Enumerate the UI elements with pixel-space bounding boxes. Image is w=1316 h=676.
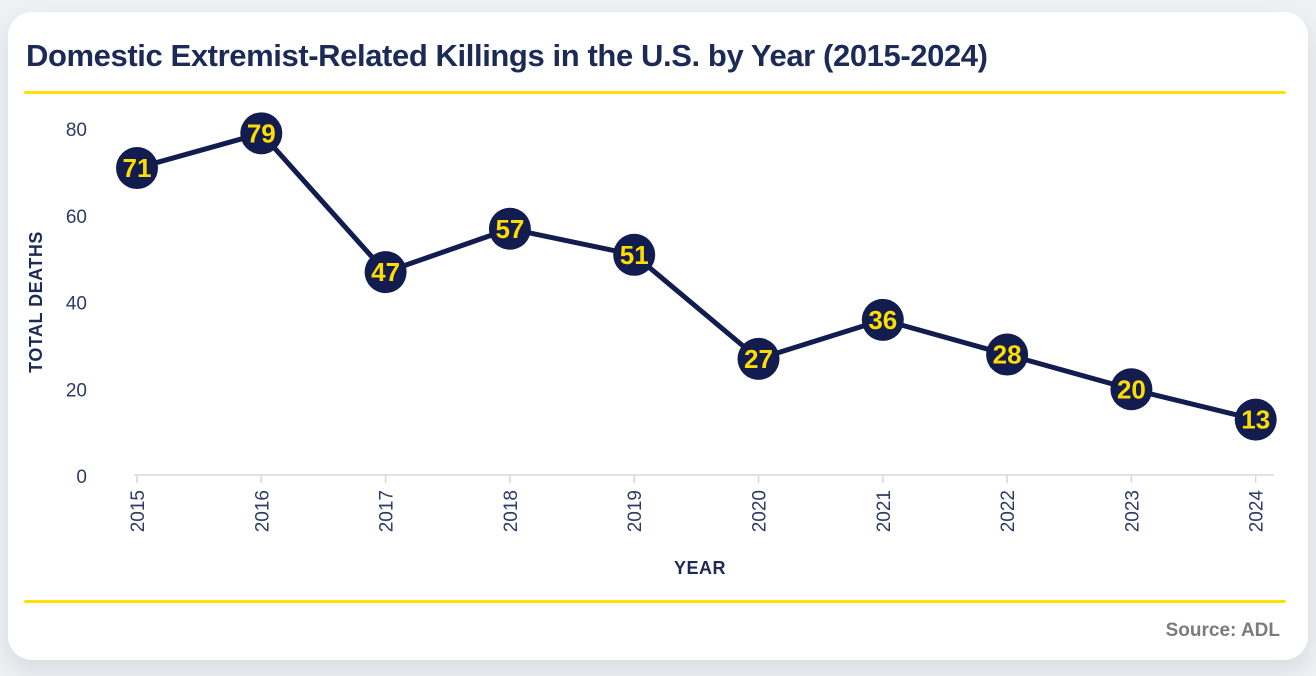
data-point-marker (861, 298, 904, 341)
y-axis-title: TOTAL DEATHS (26, 231, 46, 373)
data-point-label: 47 (371, 257, 400, 287)
data-point-marker (1234, 398, 1277, 441)
x-tick-label: 2024 (1247, 490, 1268, 533)
x-tick-label: 2016 (252, 490, 273, 532)
data-point-label: 57 (495, 214, 524, 244)
chart-card: Domestic Extremist-Related Killings in t… (8, 12, 1308, 660)
data-point-marker (116, 147, 158, 190)
y-tick-label: 80 (66, 120, 87, 141)
data-point-label: 51 (620, 240, 649, 270)
top-accent-rule (24, 91, 1286, 94)
data-point-label: 79 (247, 118, 276, 148)
data-point-marker (364, 251, 407, 294)
x-axis-title: YEAR (674, 558, 726, 578)
x-tick-label: 2018 (501, 490, 522, 532)
x-tick-label: 2017 (377, 490, 398, 532)
data-point-label: 20 (1117, 374, 1146, 404)
line-chart: 2015 2016 2017 2018 2019 2020 2021 2022 2023 2024… (8, 96, 1308, 596)
data-point-marker (986, 333, 1029, 376)
x-tick-label: 2021 (874, 490, 895, 532)
data-point-label: 36 (868, 305, 897, 335)
series-line (134, 130, 1259, 423)
y-tick-label: 60 (66, 207, 87, 228)
chart-title: Domestic Extremist-Related Killings in t… (26, 38, 988, 73)
data-point-marker (240, 112, 283, 155)
chart-svg: 2015 2016 2017 2018 2019 2020 2021 2022 2023 2024… (26, 112, 1277, 578)
data-point-marker (1110, 368, 1153, 411)
data-point-label: 13 (1241, 405, 1270, 435)
y-tick-label: 0 (76, 467, 87, 488)
data-point-marker (488, 207, 531, 250)
data-point-label: 28 (993, 340, 1022, 370)
data-point-marker (737, 337, 780, 380)
source-attribution: Source: ADL (1165, 620, 1280, 641)
x-tick-label: 2019 (625, 490, 646, 532)
data-point-label: 71 (123, 153, 152, 183)
data-point-label: 27 (744, 344, 773, 374)
x-tick-label: 2023 (1122, 490, 1143, 532)
data-point-marker (613, 233, 656, 276)
x-tick-label: 2022 (998, 490, 1019, 532)
y-tick-label: 40 (66, 294, 87, 315)
y-tick-label: 20 (66, 380, 87, 401)
bottom-accent-rule (24, 600, 1286, 603)
x-tick-label: 2020 (750, 490, 771, 532)
x-tick-label: 2015 (128, 490, 149, 532)
